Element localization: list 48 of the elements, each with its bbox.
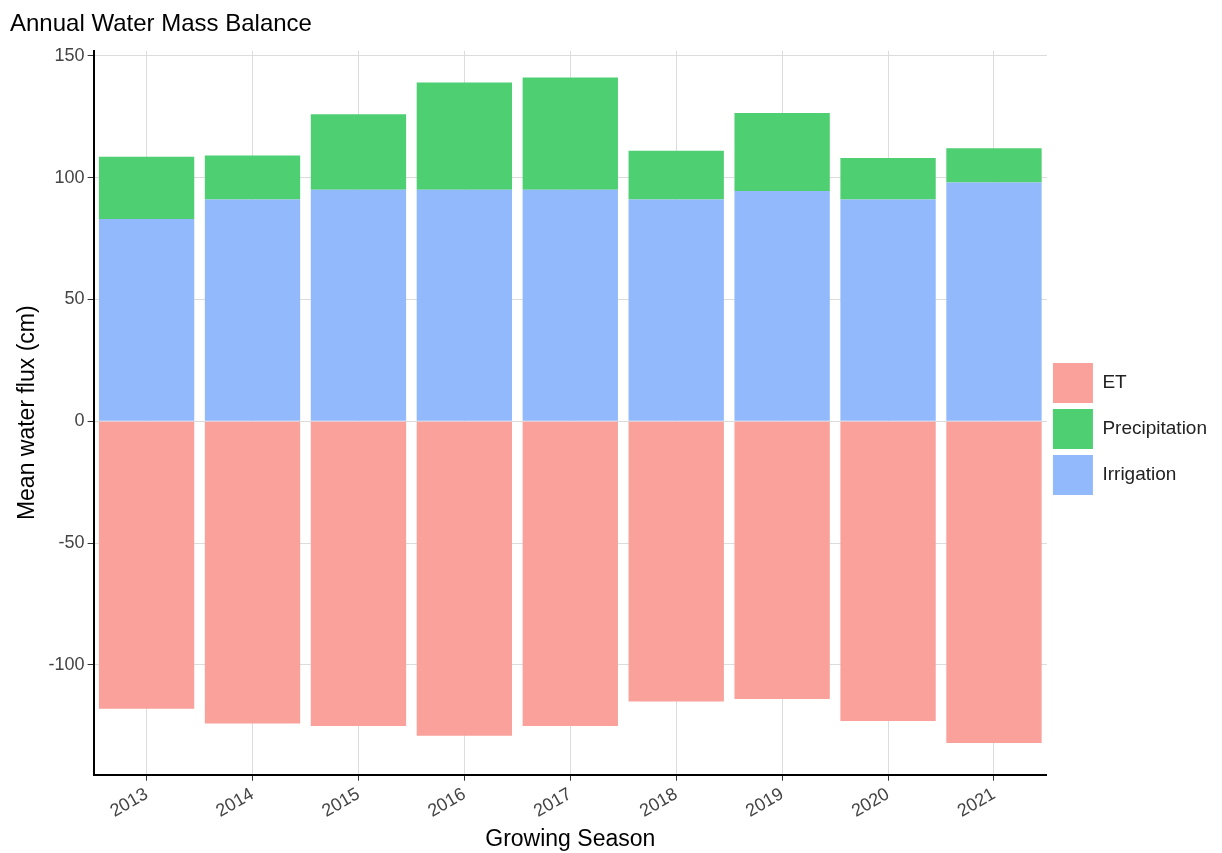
bar — [416, 82, 513, 190]
bar — [416, 189, 513, 421]
bar — [734, 112, 830, 191]
x-tick-label: 2013 — [106, 783, 152, 821]
bar — [840, 199, 936, 421]
bar — [310, 421, 407, 726]
bar — [204, 155, 301, 200]
x-tick-label: 2021 — [953, 783, 999, 821]
x-axis-title: Growing Season — [485, 824, 656, 851]
legend-label: Irrigation — [1102, 463, 1177, 485]
bar — [628, 150, 724, 200]
bar — [310, 114, 407, 190]
y-tick-label: -100 — [48, 653, 85, 674]
bar — [734, 190, 830, 421]
bar — [416, 421, 513, 736]
bar — [310, 189, 407, 421]
bar — [204, 421, 301, 724]
bar — [628, 199, 724, 421]
bar — [946, 148, 1042, 183]
bar — [98, 156, 195, 219]
x-tick-label: 2020 — [847, 783, 893, 821]
bar — [840, 421, 936, 722]
y-axis-title: Mean water flux (cm) — [13, 305, 40, 521]
x-tick-label: 2017 — [530, 783, 575, 821]
bar — [98, 218, 195, 421]
x-tick-label: 2015 — [318, 783, 363, 821]
bar — [946, 421, 1042, 743]
legend-label: Precipitation — [1102, 417, 1208, 439]
bar — [98, 421, 195, 709]
x-tick-label: 2019 — [741, 783, 787, 821]
y-tick-label: 150 — [54, 44, 85, 65]
y-tick-label: 50 — [64, 288, 85, 309]
bar — [734, 421, 830, 700]
y-tick-label: 100 — [54, 166, 85, 187]
y-tick-label: 0 — [74, 410, 85, 431]
legend-label: ET — [1102, 371, 1128, 393]
bar — [522, 77, 618, 190]
x-tick-label: 2014 — [212, 783, 257, 821]
chart-title: Annual Water Mass Balance — [10, 9, 312, 37]
y-tick-label: -50 — [58, 532, 85, 553]
bar — [522, 421, 618, 726]
bar — [522, 189, 618, 421]
bar — [840, 158, 936, 200]
bar — [628, 421, 724, 702]
bar — [204, 199, 301, 421]
x-tick-label: 2018 — [636, 783, 681, 821]
bar — [946, 182, 1042, 421]
x-tick-label: 2016 — [424, 783, 469, 821]
